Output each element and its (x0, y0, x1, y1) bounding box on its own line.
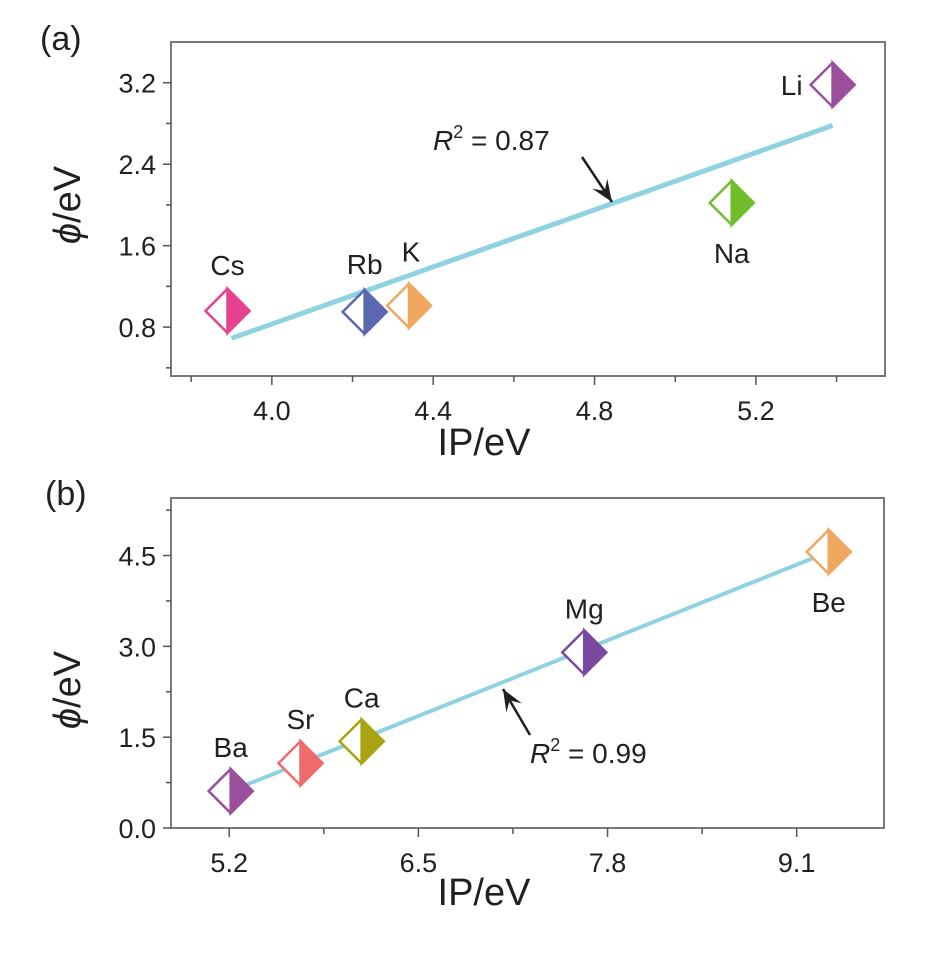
point-label: Sr (287, 704, 315, 735)
r-squared-annotation: R2 = 0.87 (433, 122, 550, 156)
y-tick-label: 0.0 (118, 814, 156, 844)
data-point-rb: Rb (340, 249, 389, 337)
r-symbol: R (433, 125, 453, 156)
plot-frame (170, 41, 886, 377)
diamond-marker-fill (226, 285, 252, 336)
annotation-arrow-head-icon (592, 178, 612, 202)
r-superscript: 2 (550, 735, 560, 755)
diamond-marker-fill (360, 716, 386, 767)
y-tick-label: 0.8 (118, 313, 156, 343)
point-label: Be (812, 587, 846, 618)
diamond-marker-fill (582, 627, 609, 678)
data-point-li: Li (781, 59, 857, 110)
x-axis-title: IP/eV (438, 872, 532, 914)
diamond-marker-fill (229, 766, 255, 817)
diamond-marker-fill (730, 177, 756, 228)
y-tick-label: 1.5 (118, 723, 156, 753)
x-tick-label: 5.2 (210, 848, 248, 878)
panel-a: (a) 4.0 4.4 4.8 5.2 0.8 1.6 2.4 3.2 IP/eV ϕ/eV Cs Rb… (40, 20, 886, 464)
point-label: Ba (214, 732, 249, 763)
x-tick-label: 5.2 (737, 396, 775, 426)
y-tick-label: 4.5 (118, 542, 156, 572)
y-axis-title: ϕ/eV (47, 165, 89, 244)
data-point-cs: Cs (203, 250, 252, 336)
point-label: Na (714, 238, 750, 269)
x-tick-label: 4.8 (576, 396, 614, 426)
y-axis-unit: /eV (47, 165, 89, 223)
x-tick-label: 4.0 (253, 396, 291, 426)
r-symbol: R (530, 738, 550, 769)
data-point-sr: Sr (276, 704, 325, 789)
x-axis-title: IP/eV (438, 422, 532, 464)
data-point-na: Na (707, 177, 756, 269)
x-tick-label: 4.4 (414, 396, 452, 426)
point-label: Li (781, 70, 803, 101)
y-tick-label: 3.2 (118, 69, 156, 99)
diamond-marker-fill (827, 526, 853, 577)
diamond-marker-fill (407, 280, 433, 331)
r-value: = 0.87 (463, 125, 549, 156)
panel-b: (b) 5.2 6.5 7.8 9.1 0.0 1.5 3.0 4.5 IP/eV ϕ/eV Ba Sr… (45, 475, 885, 914)
y-tick-label: 2.4 (118, 150, 156, 180)
diamond-marker-fill (299, 738, 325, 789)
diamond-marker-fill (363, 286, 389, 337)
x-tick-label: 7.8 (589, 848, 627, 878)
y-axis-title: ϕ/eV (47, 650, 89, 729)
diamond-marker-fill (831, 59, 857, 110)
y-axis-unit: /eV (47, 650, 89, 708)
y-axis-symbol: ϕ (47, 223, 89, 244)
point-label: Ca (344, 682, 380, 713)
r-value: = 0.99 (560, 738, 646, 769)
x-tick-label: 6.5 (400, 848, 438, 878)
point-label: Rb (347, 249, 383, 280)
y-tick-label: 1.6 (118, 232, 156, 262)
data-point-be: Be (804, 526, 853, 618)
r-superscript: 2 (453, 122, 463, 142)
fit-line (230, 123, 834, 341)
r-squared-annotation: R2 = 0.99 (530, 735, 647, 769)
plot-frame (170, 497, 885, 829)
data-point-ba: Ba (206, 732, 255, 817)
y-tick-label: 3.0 (118, 632, 156, 662)
data-point-mg: Mg (560, 593, 609, 678)
point-label: Cs (210, 250, 244, 281)
point-label: Mg (565, 593, 604, 624)
y-axis-symbol: ϕ (47, 708, 89, 729)
fit-line (229, 550, 830, 793)
x-tick-label: 9.1 (778, 848, 816, 878)
data-point-ca: Ca (337, 682, 386, 767)
data-point-k: K (385, 237, 433, 331)
panel-label: (a) (40, 20, 82, 58)
panel-label: (b) (45, 475, 87, 513)
annotation-arrow-head-icon (503, 689, 522, 713)
point-label: K (402, 237, 421, 268)
